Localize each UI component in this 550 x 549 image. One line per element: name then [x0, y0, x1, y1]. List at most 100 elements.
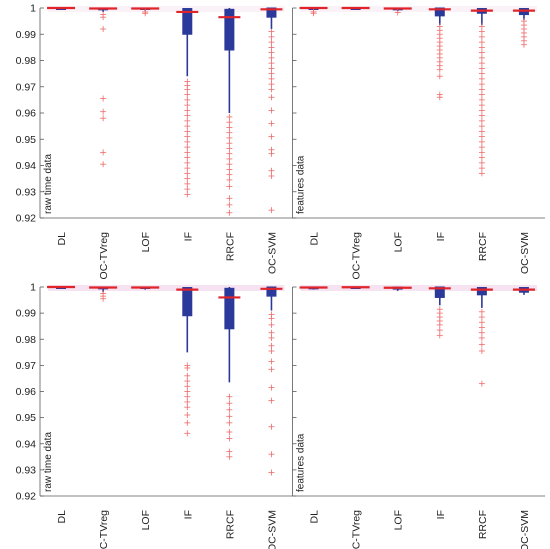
outlier-marker	[226, 406, 233, 413]
x-tick-label: OC-TVreg	[98, 232, 110, 280]
x-tick-label: RRCF	[224, 232, 236, 261]
box-RRCF: RRCF	[470, 287, 493, 539]
outlier-marker	[478, 319, 485, 326]
outlier-marker	[226, 171, 233, 178]
y-tick-label: 1	[30, 3, 36, 15]
outlier-marker	[478, 65, 485, 72]
outlier-marker	[226, 155, 233, 162]
outlier-marker	[268, 120, 275, 127]
box-RRCF: RRCF	[218, 8, 241, 261]
outlier-marker	[478, 314, 485, 321]
outlier-marker	[184, 133, 191, 140]
y-tick-label: 0.95	[16, 134, 37, 146]
outlier-marker	[268, 348, 275, 355]
box-LOF: LOF	[131, 286, 160, 530]
outlier-marker	[478, 23, 485, 30]
outlier-marker	[268, 342, 275, 349]
outlier-marker	[268, 150, 275, 157]
outlier-marker	[268, 33, 275, 40]
outlier-marker	[268, 334, 275, 341]
box-body	[266, 286, 277, 297]
box-RRCF: RRCF	[470, 8, 493, 261]
outlier-marker	[268, 329, 275, 336]
top-shade-band	[300, 6, 537, 12]
y-tick-label: 0.92	[16, 491, 37, 503]
outlier-marker	[184, 102, 191, 109]
box-body	[182, 287, 193, 317]
box-IF: IF	[176, 287, 199, 519]
outlier-marker	[268, 81, 275, 88]
outlier-marker	[478, 75, 485, 82]
box-OC-TVreg: OC-TVreg	[89, 286, 118, 549]
box-body	[224, 287, 235, 330]
outlier-marker	[268, 358, 275, 365]
x-tick-label: DL	[56, 232, 68, 246]
outlier-marker	[226, 419, 233, 426]
outlier-marker	[478, 44, 485, 51]
panel-y-label: raw time data	[43, 154, 54, 214]
x-tick-label: OC-TVreg	[98, 510, 110, 549]
outlier-marker	[478, 91, 485, 98]
outlier-marker	[478, 380, 485, 387]
outlier-marker	[478, 341, 485, 348]
x-tick-label: IF	[435, 510, 447, 519]
outlier-marker	[268, 107, 275, 114]
x-tick-label: OC-TVreg	[351, 510, 363, 549]
box-body	[182, 8, 193, 35]
outlier-marker	[142, 10, 149, 17]
x-tick-label: LOF	[140, 510, 152, 530]
outlier-marker	[226, 129, 233, 136]
outlier-marker	[478, 112, 485, 119]
panel-y-label: features data	[296, 155, 307, 214]
outlier-marker	[184, 138, 191, 145]
box-LOF: LOF	[131, 7, 160, 252]
outlier-marker	[226, 166, 233, 173]
outlier-marker	[184, 159, 191, 166]
outlier-marker	[100, 26, 107, 32]
outlier-marker	[184, 123, 191, 130]
y-tick-label: 0.99	[16, 29, 37, 41]
outlier-marker	[478, 107, 485, 114]
outlier-marker	[100, 149, 107, 156]
x-tick-label: OC-SVM	[519, 510, 531, 549]
outlier-marker	[310, 10, 317, 17]
outlier-marker	[184, 154, 191, 161]
outlier-marker	[226, 150, 233, 157]
x-tick-label: LOF	[393, 232, 405, 252]
outlier-marker	[268, 321, 275, 328]
y-tick-label: 0.92	[16, 213, 37, 225]
outlier-marker	[268, 366, 275, 373]
panel-y-label: features data	[296, 433, 307, 492]
outlier-marker	[478, 348, 485, 355]
outlier-marker	[268, 423, 275, 430]
outlier-marker	[226, 428, 233, 435]
outlier-marker	[184, 186, 191, 193]
outlier-marker	[436, 73, 443, 80]
panel-2-2: features data DL OC-TVreg LOF IF RRCF OC-SVM	[292, 285, 545, 549]
y-tick-label: 0.97	[16, 81, 37, 93]
box-OC-TVreg: OC-TVreg	[89, 7, 118, 280]
outlier-marker	[226, 183, 233, 190]
box-DL: DL	[299, 286, 328, 523]
outlier-marker	[478, 96, 485, 103]
outlier-marker	[478, 39, 485, 46]
outlier-marker	[184, 398, 191, 405]
chart-row-2: 0.92 0.93 0.94 0.95 0.96 0.97 0.98 0.99 1 raw tim…	[16, 282, 545, 549]
outlier-marker	[184, 144, 191, 151]
outlier-marker	[268, 44, 275, 51]
outlier-marker	[478, 334, 485, 341]
x-tick-label: RRCF	[477, 232, 489, 261]
box-body	[224, 8, 235, 51]
panel-2-1: 0.92 0.93 0.94 0.95 0.96 0.97 0.98 0.99 1 raw tim…	[16, 282, 293, 549]
outlier-marker	[478, 159, 485, 166]
outlier-marker	[184, 404, 191, 411]
box-LOF: LOF	[383, 286, 412, 530]
outlier-marker	[478, 28, 485, 35]
outlier-marker	[226, 201, 233, 208]
x-tick-label: OC-SVM	[266, 510, 278, 549]
outlier-marker	[268, 384, 275, 391]
outlier-marker	[184, 86, 191, 93]
outlier-marker	[226, 435, 233, 442]
outlier-marker	[100, 115, 107, 122]
